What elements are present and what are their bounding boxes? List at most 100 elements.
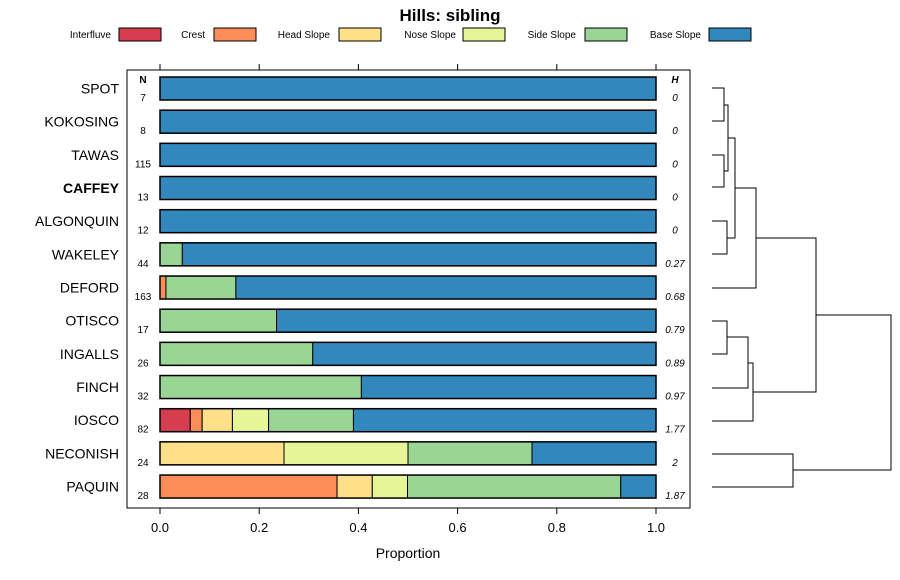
bar-outline-kokosing [159, 109, 657, 134]
n-value-otisco: 17 [137, 325, 149, 336]
x-axis-title: Proportion [376, 545, 441, 561]
bar-caffey-base-slope [159, 176, 657, 201]
bar-deford-side-slope [165, 275, 237, 300]
legend-label-side-slope: Side Slope [528, 30, 577, 41]
row-label-wakeley: WAKELEY [52, 246, 120, 262]
h-value-neconish: 2 [671, 458, 678, 469]
dendrogram [712, 87, 892, 488]
bar-outline-tawas [159, 142, 657, 168]
dendrogram-branch [793, 314, 892, 471]
legend-swatch-side-slope [584, 27, 628, 42]
bar-paquin-base-slope [620, 474, 657, 499]
bar-wakeley-side-slope [159, 242, 183, 267]
n-value-wakeley: 44 [137, 259, 149, 270]
bar-outline-finch [159, 374, 657, 400]
h-value-tawas: 0 [672, 159, 678, 170]
h-value-paquin: 1.87 [665, 491, 685, 502]
h-value-kokosing: 0 [672, 126, 678, 137]
dendrogram-branch [724, 104, 729, 172]
bar-outline-spot [159, 76, 657, 101]
bar-outline-iosco [159, 407, 657, 433]
row-label-otisco: OTISCO [65, 313, 119, 329]
bar-outline-ingalls [159, 341, 657, 367]
bar-outline-neconish [159, 441, 657, 466]
bar-finch-base-slope [360, 375, 657, 400]
bar-neconish-nose-slope [283, 441, 409, 466]
row-label-deford: DEFORD [60, 280, 119, 296]
n-value-tawas: 115 [135, 159, 151, 170]
bar-paquin-crest [159, 474, 338, 499]
n-column-header: N [139, 75, 146, 86]
bar-outline-otisco [159, 308, 657, 333]
row-label-algonquin: ALGONQUIN [35, 213, 119, 229]
bar-algonquin-base-slope [159, 209, 657, 234]
bar-iosco-base-slope [352, 408, 657, 433]
x-tick-label: 0.2 [250, 520, 268, 535]
row-label-finch: FINCH [76, 379, 119, 395]
dendrogram-branch [712, 87, 725, 122]
plot-panel [126, 69, 691, 509]
dendrogram-branch [712, 362, 754, 422]
h-value-wakeley: 0.27 [665, 259, 685, 270]
row-label-paquin: PAQUIN [66, 479, 119, 495]
legend-swatch-nose-slope [462, 27, 506, 42]
bar-wakeley-base-slope [181, 242, 657, 267]
bar-ingalls-base-slope [312, 341, 657, 366]
n-value-spot: 7 [140, 93, 146, 104]
h-value-iosco: 1.77 [665, 425, 685, 436]
dendrogram-branch [712, 154, 725, 188]
h-value-ingalls: 0.89 [665, 358, 685, 369]
row-label-spot: SPOT [81, 81, 120, 97]
legend-label-crest: Crest [181, 30, 205, 41]
n-value-neconish: 24 [137, 458, 149, 469]
x-tick-label: 1.0 [647, 520, 665, 535]
bar-rows: SPOT 7 0 KOKOSING 8 0 TAWAS 115 0 CAFFEY 13 0 ALGONQ… [35, 76, 685, 502]
bar-paquin-nose-slope [371, 474, 409, 499]
bar-iosco-side-slope [268, 408, 354, 433]
bar-outline-paquin [159, 474, 657, 499]
dendrogram-branch [712, 220, 728, 255]
n-value-caffey: 13 [137, 193, 149, 204]
h-value-finch: 0.97 [665, 392, 685, 403]
legend: Interfluve Crest Head Slope Nose Slope Side … [70, 27, 752, 42]
bar-spot-base-slope [159, 76, 657, 101]
h-value-caffey: 0 [672, 193, 678, 204]
row-label-ingalls: INGALLS [60, 346, 119, 362]
row-label-kokosing: KOKOSING [44, 114, 119, 130]
bar-tawas-base-slope [159, 142, 657, 167]
chart-title: Hills: sibling [399, 6, 500, 25]
h-value-algonquin: 0 [672, 226, 678, 237]
n-value-paquin: 28 [137, 491, 149, 502]
bar-outline-algonquin [159, 208, 657, 234]
bar-paquin-side-slope [407, 474, 622, 499]
n-value-iosco: 82 [137, 425, 149, 436]
bar-outline-deford [159, 275, 657, 300]
bar-iosco-head-slope [201, 408, 233, 433]
bar-neconish-base-slope [531, 441, 657, 466]
bar-neconish-head-slope [159, 441, 285, 466]
legend-swatch-base-slope [708, 27, 752, 42]
n-value-deford: 163 [135, 292, 152, 303]
row-label-caffey: CAFFEY [63, 180, 120, 196]
bar-finch-side-slope [159, 375, 362, 400]
bar-outline-caffey [159, 175, 657, 201]
x-tick-label: 0.8 [548, 520, 566, 535]
bar-outline-wakeley [159, 242, 657, 267]
bar-deford-crest [159, 275, 167, 300]
row-label-neconish: NECONISH [45, 445, 119, 461]
legend-label-interfluve: Interfluve [70, 30, 112, 41]
dendrogram-branch [712, 453, 794, 488]
n-value-algonquin: 12 [137, 226, 149, 237]
bar-iosco-nose-slope [231, 408, 270, 433]
n-value-kokosing: 8 [140, 126, 146, 137]
legend-label-base-slope: Base Slope [650, 30, 702, 41]
x-tick-label: 0.0 [151, 520, 169, 535]
bar-deford-base-slope [235, 275, 657, 300]
h-value-deford: 0.68 [665, 292, 685, 303]
h-value-spot: 0 [672, 93, 678, 104]
dendrogram-branch [753, 237, 817, 393]
h-value-otisco: 0.79 [665, 325, 685, 336]
legend-swatch-crest [213, 27, 257, 42]
n-value-finch: 32 [137, 392, 149, 403]
